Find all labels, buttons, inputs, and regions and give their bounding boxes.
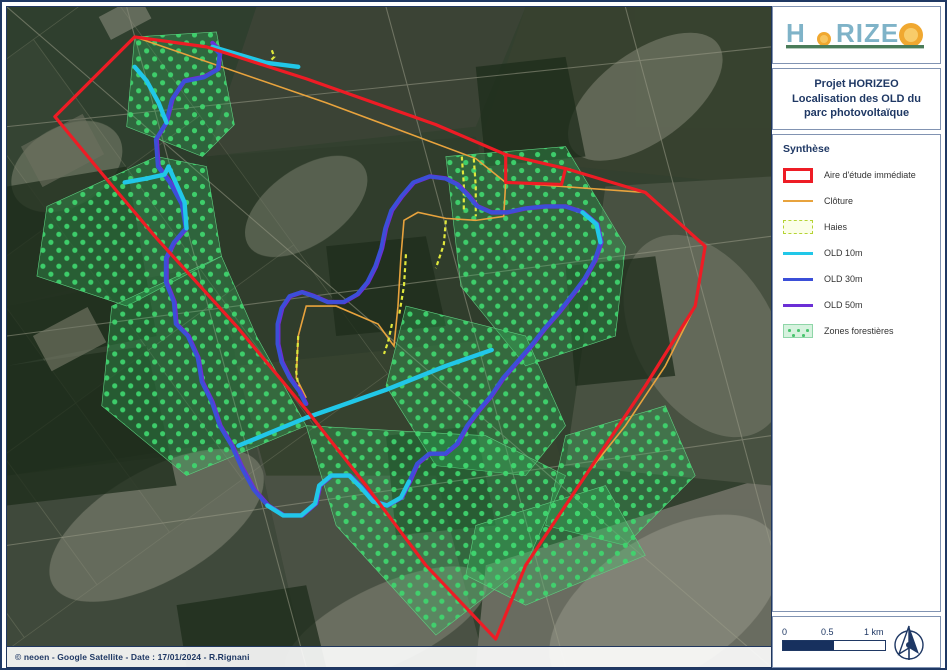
legend-item-zones-forestieres[interactable]: Zones forestières bbox=[781, 320, 932, 342]
title-line-2: Localisation des OLD du bbox=[792, 92, 921, 105]
haies-swatch-icon bbox=[781, 219, 815, 235]
old30-line bbox=[153, 45, 603, 518]
legend-label: Zones forestières bbox=[824, 325, 894, 336]
page-title: Projet HORIZEO Localisation des OLD du p… bbox=[792, 77, 921, 122]
logo-letters-rize: RIZE bbox=[836, 18, 899, 48]
legend-heading: Synthèse bbox=[783, 143, 830, 155]
logo-letter-h: H bbox=[786, 18, 805, 48]
scale-segment-filled bbox=[783, 641, 834, 650]
map-graphic bbox=[7, 7, 771, 667]
title-line-1: Projet HORIZEO bbox=[814, 77, 899, 90]
scale-ticks: 0 0.5 1 km bbox=[782, 627, 886, 640]
legend-item-old-50m[interactable]: OLD 50m bbox=[781, 294, 932, 316]
scale-tick-0: 0 bbox=[782, 627, 788, 637]
cloture-line bbox=[134, 36, 507, 399]
old50-swatch-icon bbox=[781, 297, 815, 313]
north-arrow-icon bbox=[894, 625, 924, 660]
legend-label: OLD 50m bbox=[824, 299, 863, 310]
logo-sun-large-core bbox=[903, 28, 918, 42]
map-frame[interactable]: © neoen - Google Satellite - Date : 17/0… bbox=[6, 6, 772, 668]
cloture-swatch-icon bbox=[781, 193, 815, 209]
legend-item-old-10m[interactable]: OLD 10m bbox=[781, 242, 932, 264]
horizeo-logo: H RIZE bbox=[782, 15, 932, 55]
aire-etude-swatch-icon bbox=[781, 167, 815, 183]
legend-box: Synthèse Aire d'étude immédiate Clôture … bbox=[772, 134, 941, 612]
legend-label: Aire d'étude immédiate bbox=[824, 169, 916, 180]
attribution-text: © neoen - Google Satellite - Date : 17/0… bbox=[15, 652, 250, 662]
logo-sun-small-core bbox=[819, 35, 828, 43]
title-box: Projet HORIZEO Localisation des OLD du p… bbox=[772, 68, 941, 130]
north-arrow bbox=[890, 623, 928, 668]
legend-label: Clôture bbox=[824, 195, 854, 206]
title-line-3: parc photovoltaïque bbox=[803, 107, 910, 120]
logo-box: H RIZE bbox=[772, 6, 941, 64]
scale-segment-empty bbox=[834, 641, 885, 650]
legend-label: OLD 30m bbox=[824, 273, 863, 284]
scale-bar: 0 0.5 1 km bbox=[782, 627, 886, 651]
legend-item-old-30m[interactable]: OLD 30m bbox=[781, 268, 932, 290]
scale-strip bbox=[782, 640, 886, 651]
side-panel: H RIZE Projet HORIZEO Localisation des O… bbox=[772, 6, 941, 668]
legend-label: Haies bbox=[824, 221, 848, 232]
legend-item-haies[interactable]: Haies bbox=[781, 216, 932, 238]
forest-zones-layer bbox=[36, 31, 696, 636]
old10-swatch-icon bbox=[781, 245, 815, 261]
legend-item-cloture[interactable]: Clôture bbox=[781, 190, 932, 212]
legend-label: OLD 10m bbox=[824, 247, 863, 258]
logo-graphic: H RIZE bbox=[785, 18, 924, 49]
zones-forestieres-swatch-icon bbox=[781, 323, 815, 339]
map-attribution: © neoen - Google Satellite - Date : 17/0… bbox=[7, 646, 771, 667]
scale-box: 0 0.5 1 km bbox=[772, 616, 941, 668]
logo-horizon-line bbox=[785, 45, 924, 49]
scale-tick-1: 0.5 bbox=[821, 627, 834, 637]
scale-tick-2: 1 km bbox=[864, 627, 884, 637]
aire-etude-polygon bbox=[53, 35, 707, 641]
old10-layer bbox=[122, 44, 603, 518]
old30-swatch-icon bbox=[781, 271, 815, 287]
map-canvas[interactable] bbox=[7, 7, 771, 667]
legend-item-aire-etude[interactable]: Aire d'étude immédiate bbox=[781, 164, 932, 186]
